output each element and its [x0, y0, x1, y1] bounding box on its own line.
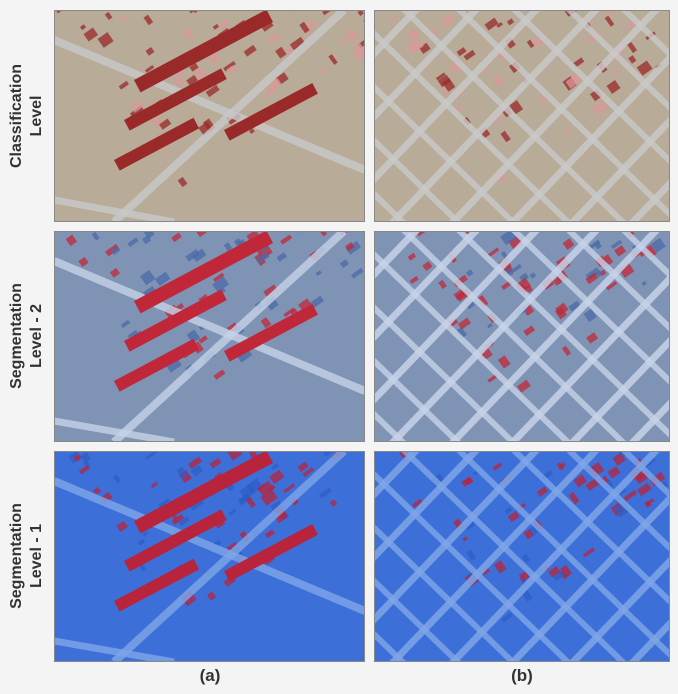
texture — [412, 4, 418, 10]
texture — [371, 0, 381, 4]
row-label-line: Segmentation — [8, 503, 25, 609]
texture — [67, 0, 83, 9]
texture — [374, 0, 389, 5]
texture — [674, 211, 678, 223]
row-label-line: Level - 2 — [28, 304, 45, 368]
texture — [303, 0, 314, 8]
row-label-line: Level - 1 — [28, 524, 45, 588]
texture — [421, 3, 430, 10]
road — [674, 191, 678, 462]
texture — [675, 445, 678, 457]
row-label-line: Classification — [8, 64, 25, 168]
texture — [672, 214, 678, 228]
row-label-line: Segmentation — [8, 283, 25, 389]
texture — [396, 0, 412, 7]
texture — [93, 444, 100, 451]
texture — [171, 222, 180, 232]
texture — [449, 442, 457, 451]
column-label: (a) — [200, 666, 221, 685]
texture — [366, 36, 372, 42]
row-label: Segmentation Level - 1 — [8, 503, 45, 609]
texture — [190, 0, 203, 6]
texture — [250, 223, 258, 230]
row-label: Segmentation Level - 2 — [8, 283, 45, 389]
texture — [235, 0, 246, 1]
texture — [403, 0, 413, 8]
texture — [300, 0, 315, 10]
road — [674, 0, 678, 242]
road — [674, 411, 678, 682]
texture — [337, 442, 345, 451]
texture — [308, 0, 322, 7]
aerial-image — [54, 0, 418, 222]
texture — [583, 0, 594, 8]
texture — [670, 274, 678, 283]
texture — [170, 1, 177, 9]
texture — [373, 0, 382, 3]
row-label-line: Level — [28, 96, 45, 137]
texture — [578, 0, 589, 9]
image-grid — [54, 0, 678, 689]
texture — [306, 0, 319, 2]
image-viewport — [54, 0, 418, 222]
texture — [204, 223, 213, 231]
figure: Classification Level Segmentation Level … — [0, 0, 678, 689]
texture — [670, 179, 678, 193]
column-label: (b) — [511, 666, 533, 685]
row-label: Classification Level — [8, 64, 45, 168]
texture — [639, 0, 652, 4]
